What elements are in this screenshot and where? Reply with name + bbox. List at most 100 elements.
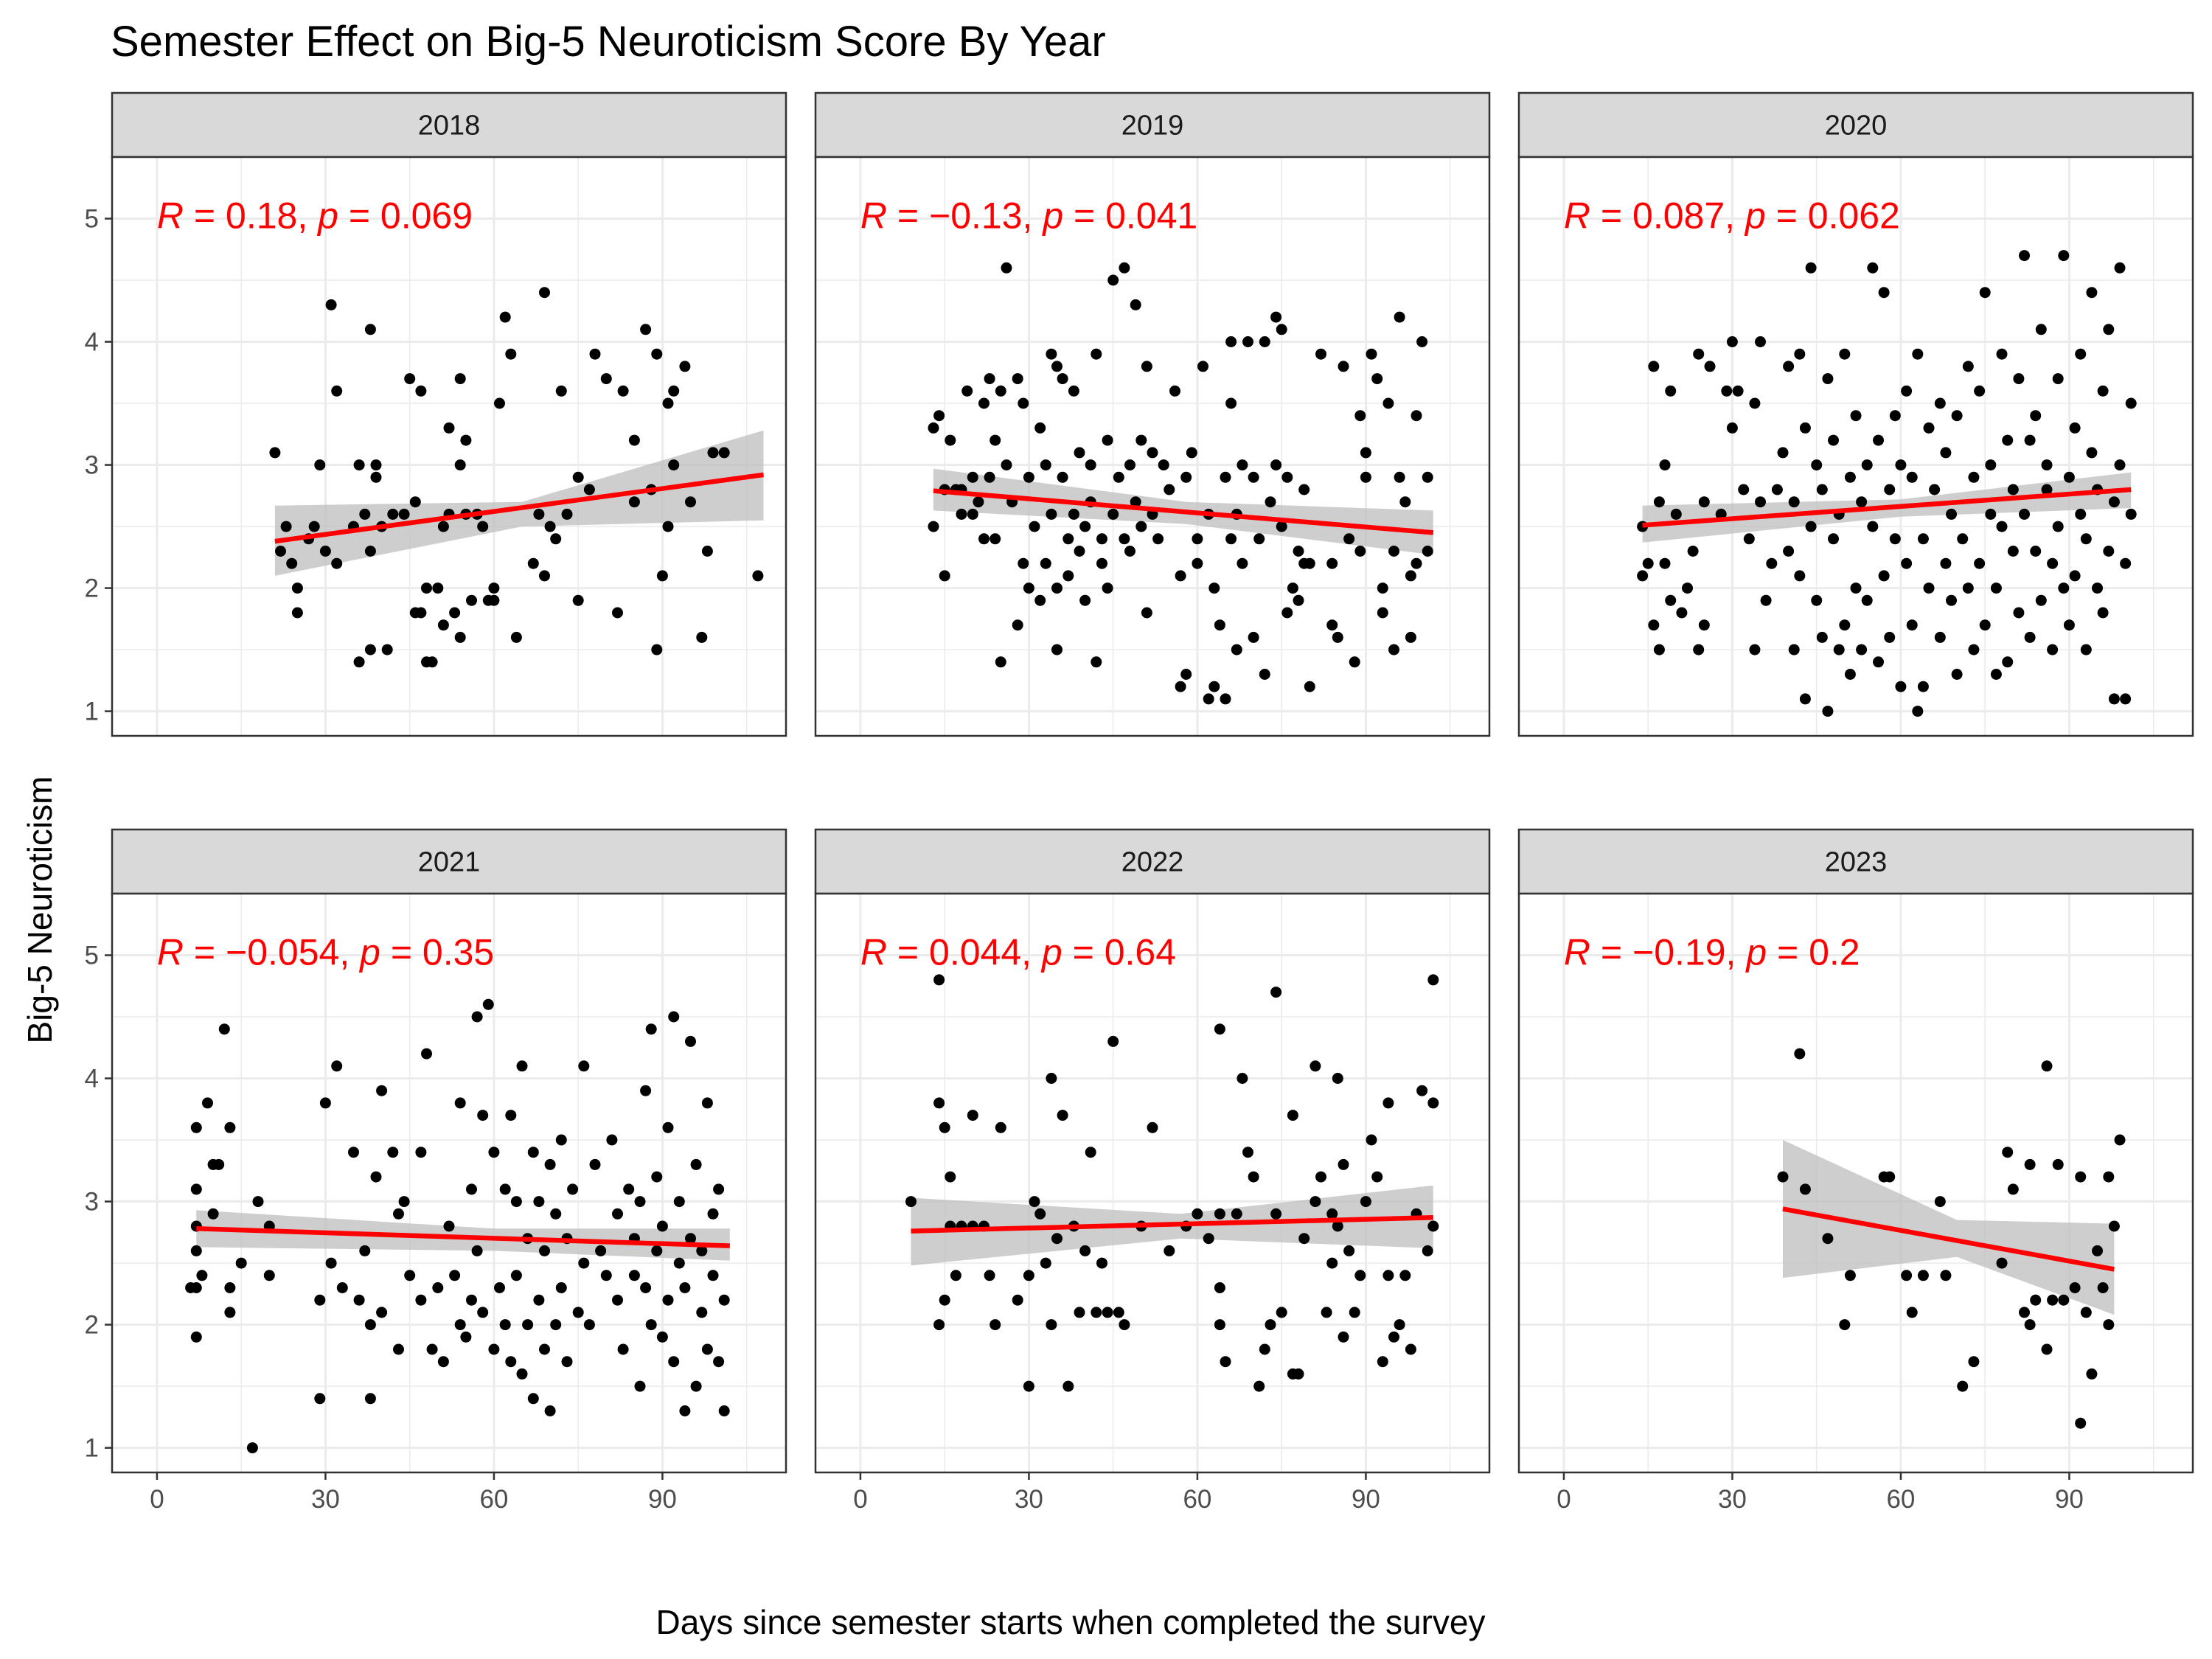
data-point [1023,471,1034,483]
data-point [2024,1158,2036,1170]
data-point [1377,582,1388,594]
data-point [1298,1233,1310,1245]
data-point [1366,348,1377,360]
data-point [415,607,427,619]
data-point [499,1319,511,1331]
data-point [527,1147,539,1158]
data-point [2024,434,2036,446]
data-point [190,1331,202,1343]
data-point [1304,557,1315,569]
data-point [370,459,382,471]
data-point [1051,644,1062,655]
data-point [939,1121,950,1133]
data-point [1315,1171,1326,1183]
data-point [1259,336,1270,347]
data-point [2052,373,2064,385]
data-point [1119,1319,1130,1331]
data-point [1411,557,1422,569]
data-point [662,1294,674,1306]
data-point [1405,570,1416,582]
data-point [2035,594,2047,606]
data-point [1923,582,1935,594]
data-point [1962,582,1974,594]
data-point [2041,484,2053,495]
data-point [1811,459,1823,471]
data-point [1298,484,1310,495]
panel-background [815,157,1489,736]
data-point [2035,324,2047,335]
data-point [1231,644,1242,655]
data-point [1405,631,1416,643]
facet-label: 2021 [418,847,481,878]
data-point [2075,1417,2087,1429]
data-point [505,1356,517,1368]
data-point [2097,1282,2109,1293]
data-point [1119,533,1130,545]
data-point [1214,1208,1225,1220]
data-point [1023,1270,1034,1281]
data-point [449,607,461,619]
data-point [1665,594,1677,606]
data-point [1867,262,1879,274]
data-point [421,582,432,594]
data-point [1253,1380,1265,1392]
data-point [471,1011,483,1023]
data-point [905,1196,917,1208]
x-tick-label: 60 [1886,1485,1915,1514]
data-point [190,1245,202,1256]
data-point [1985,508,1997,520]
data-point [656,1331,668,1343]
data-point [1799,1183,1811,1195]
data-point [1940,447,1952,459]
data-point [527,557,539,569]
data-point [718,1294,730,1306]
data-point [1726,336,1738,347]
data-point [364,1393,376,1405]
data-point [1399,1270,1411,1281]
data-point [1192,533,1203,545]
data-point [488,1147,500,1158]
data-point [984,471,995,483]
x-tick-label: 60 [479,1485,508,1514]
data-point [1394,311,1405,323]
data-point [404,1270,416,1281]
data-point [1749,397,1761,409]
facet-label: 2023 [1825,847,1888,878]
panel-2022: 2022 R = 0.044, p = 0.64 0 30 60 90 [814,828,1491,1514]
data-point [1310,1196,1321,1208]
data-point [1214,1023,1225,1035]
data-point [2024,1319,2036,1331]
data-point [1310,1060,1321,1072]
data-point [1180,669,1192,680]
data-point [555,1134,567,1146]
data-point [1901,557,1913,569]
data-point [1276,1307,1287,1318]
data-point [1248,631,1259,643]
data-point [1951,669,1963,680]
regression-line [911,1215,1433,1234]
data-point [1360,1196,1371,1208]
panel-border [111,892,787,1474]
data-point [612,1294,623,1306]
data-point [1270,459,1282,471]
y-tick-label: 1 [85,698,99,726]
data-point [1642,557,1654,569]
data-point [623,1183,635,1195]
data-point [516,1368,528,1380]
data-point [460,434,472,446]
data-point [426,1343,438,1355]
data-point [432,582,444,594]
data-point [2125,397,2137,409]
data-point [314,1393,326,1405]
data-point [1203,1233,1214,1245]
correlation-annotation: R = 0.044, p = 0.64 [860,932,1176,973]
data-point [1332,1220,1343,1232]
data-point [673,1196,685,1208]
data-point [668,385,680,397]
data-point [1382,1097,1394,1109]
regression-line [933,488,1434,535]
data-point [995,656,1006,668]
data-point [1276,521,1287,532]
regression-line [274,472,764,544]
